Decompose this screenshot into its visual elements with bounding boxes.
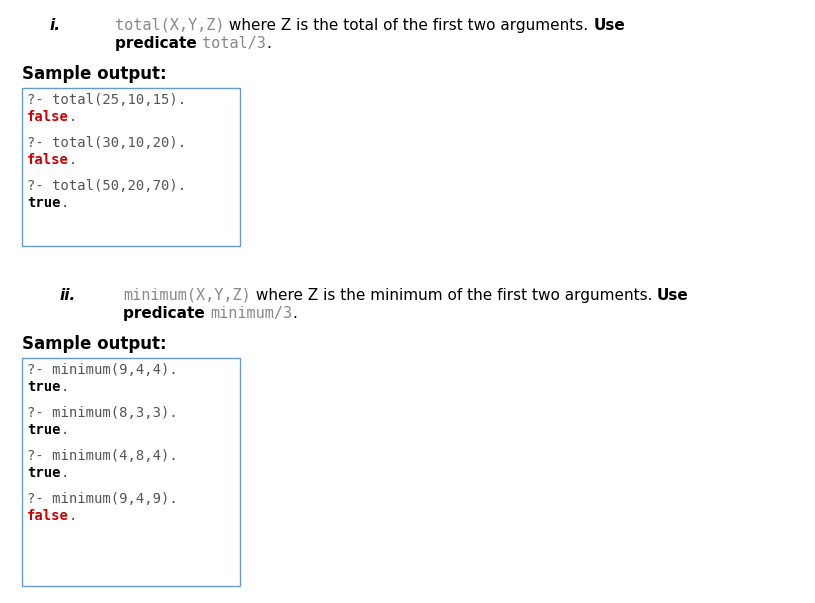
Text: true: true — [27, 423, 60, 437]
Text: .: . — [60, 196, 69, 210]
Text: .: . — [60, 423, 69, 437]
Text: Sample output:: Sample output: — [22, 335, 166, 353]
Text: ?- minimum(4,8,4).: ?- minimum(4,8,4). — [27, 449, 178, 463]
Text: total(X,Y,Z): total(X,Y,Z) — [115, 18, 224, 33]
FancyBboxPatch shape — [22, 358, 240, 586]
Text: minimum/3: minimum/3 — [210, 306, 292, 321]
Text: .: . — [69, 509, 77, 523]
Text: false: false — [27, 153, 69, 167]
FancyBboxPatch shape — [22, 88, 240, 246]
Text: .: . — [69, 110, 77, 124]
Text: .: . — [266, 36, 271, 51]
Text: true: true — [27, 466, 60, 480]
Text: false: false — [27, 509, 69, 523]
Text: Use: Use — [657, 288, 689, 303]
Text: Use: Use — [593, 18, 625, 33]
Text: .: . — [60, 380, 69, 394]
Text: Sample output:: Sample output: — [22, 65, 166, 83]
Text: .: . — [69, 153, 77, 167]
Text: ii.: ii. — [60, 288, 77, 303]
Text: true: true — [27, 196, 60, 210]
Text: minimum(X,Y,Z): minimum(X,Y,Z) — [123, 288, 251, 303]
Text: i.: i. — [50, 18, 61, 33]
Text: ?- minimum(8,3,3).: ?- minimum(8,3,3). — [27, 406, 178, 420]
Text: ?- total(50,20,70).: ?- total(50,20,70). — [27, 179, 186, 193]
Text: predicate: predicate — [115, 36, 202, 51]
Text: where Z is the total of the first two arguments.: where Z is the total of the first two ar… — [224, 18, 593, 33]
Text: .: . — [60, 466, 69, 480]
Text: ?- total(30,10,20).: ?- total(30,10,20). — [27, 136, 186, 150]
Text: ?- minimum(9,4,9).: ?- minimum(9,4,9). — [27, 492, 178, 506]
Text: ?- total(25,10,15).: ?- total(25,10,15). — [27, 93, 186, 107]
Text: .: . — [292, 306, 297, 321]
Text: where Z is the minimum of the first two arguments.: where Z is the minimum of the first two … — [251, 288, 657, 303]
Text: ?- minimum(9,4,4).: ?- minimum(9,4,4). — [27, 363, 178, 377]
Text: total/3: total/3 — [202, 36, 266, 51]
Text: true: true — [27, 380, 60, 394]
Text: false: false — [27, 110, 69, 124]
Text: predicate: predicate — [123, 306, 210, 321]
